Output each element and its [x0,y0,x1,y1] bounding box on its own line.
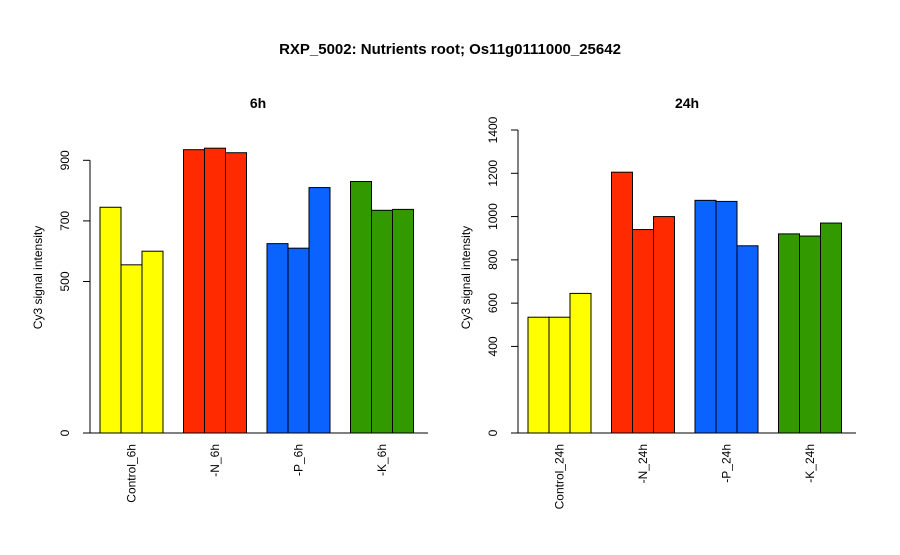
x-category-label: -N_6h [208,444,222,477]
bar [694,199,717,434]
bar [392,208,414,434]
y-axis-label: Cy3 signal intensity [31,226,45,329]
y-tick-label: 1200 [486,160,500,187]
bar [820,222,842,434]
y-tick-label: 800 [486,250,500,270]
bar [611,171,633,434]
bar [308,187,331,434]
bar [715,200,738,434]
bar [225,152,247,434]
bar [99,206,122,434]
bar [799,235,821,434]
y-tick-label: 700 [58,211,72,231]
y-tick-label: 0 [486,429,500,436]
x-category-label: -P_6h [292,444,306,476]
x-category-label: -K_24h [803,444,817,483]
bar [266,243,289,434]
y-tick-label: 900 [58,150,72,170]
bar [548,316,571,434]
y-tick-label: 500 [58,271,72,291]
x-category-label: -N_24h [636,444,650,483]
bar [371,209,393,434]
x-category-label: Control_6h [125,444,139,503]
y-tick-label: 400 [486,336,500,356]
bar [287,247,310,434]
chart-title: RXP_5002: Nutrients root; Os11g0111000_2… [279,41,621,58]
panel-title: 6h [250,95,266,111]
y-tick-label: 0 [58,429,72,436]
bar [204,147,226,434]
bar [653,216,675,434]
x-category-label: Control_24h [553,444,567,509]
bar [569,292,592,434]
bar [632,229,654,434]
bar [527,316,550,434]
panel-title: 24h [675,95,699,111]
y-tick-label: 1400 [486,116,500,143]
y-tick-label: 600 [486,293,500,313]
x-category-label: -P_24h [720,444,734,483]
y-tick-label: 1000 [486,203,500,230]
bar [736,245,759,434]
bar [778,233,800,434]
bar [141,250,164,434]
x-category-label: -K_6h [375,444,389,476]
y-axis-label: Cy3 signal intensity [459,226,473,329]
bar [183,149,205,434]
bar [120,264,143,434]
bar [350,181,372,434]
